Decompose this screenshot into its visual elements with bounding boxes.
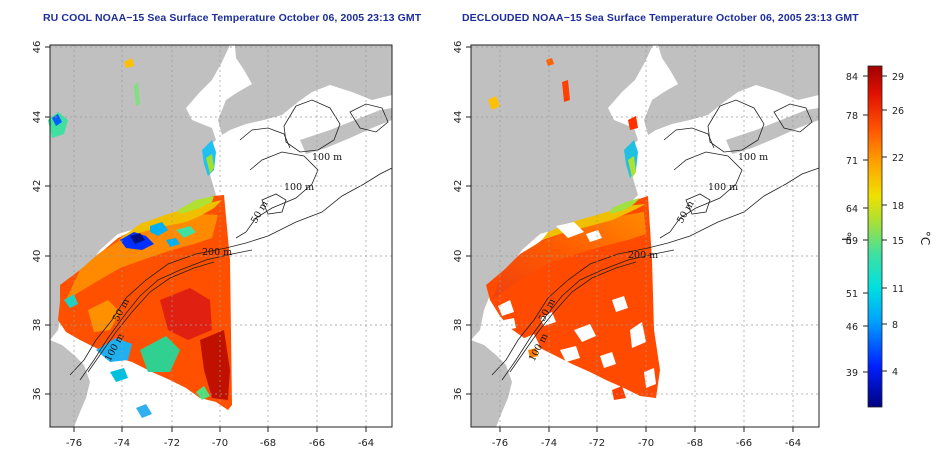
lon-axis-labels-left: -76 -74 -72 -70 -68 -66 -64 xyxy=(66,438,374,449)
celsius-labels: 29 26 22 18 15 11 8 4 xyxy=(892,72,904,378)
lon-tick-label: -74 xyxy=(541,438,557,449)
contour-label: 200 m xyxy=(202,247,232,258)
celsius-tick: 15 xyxy=(892,236,904,247)
left-map-panel: 100 m 100 m 50 m 200 m 50 m 100 m xyxy=(32,41,393,449)
contour-label: 100 m xyxy=(738,152,768,163)
fahrenheit-tick: 39 xyxy=(846,368,858,379)
celsius-tick: 18 xyxy=(892,201,904,212)
sst-coverage-right xyxy=(486,196,660,398)
lat-tick-label: 40 xyxy=(32,250,43,263)
land-maritimes-right xyxy=(644,45,819,135)
contour-label: 100 m xyxy=(312,152,342,163)
colorbar-gradient xyxy=(867,65,883,408)
contour-label: 100 m xyxy=(708,182,738,193)
fahrenheit-unit-label: °F xyxy=(839,232,853,245)
lat-tick-label: 46 xyxy=(453,41,464,54)
land-north-america-left xyxy=(50,45,230,340)
lon-tick-label: -72 xyxy=(589,438,605,449)
land-southern-coast-right xyxy=(471,340,512,427)
lon-tick-label: -64 xyxy=(785,438,801,449)
lat-tick-label: 42 xyxy=(453,180,464,193)
land-north-america-right xyxy=(471,45,653,340)
lat-axis-labels-left: 36 38 40 42 44 46 xyxy=(32,41,43,401)
lon-tick-label: -66 xyxy=(309,438,325,449)
temperature-colorbar: 84 78 71 64 59 51 46 39 29 26 22 18 15 1… xyxy=(839,65,932,408)
lat-tick-label: 38 xyxy=(453,319,464,332)
contour-label: 200 m xyxy=(628,250,658,261)
gridlines-right xyxy=(471,45,819,427)
lat-tick-label: 40 xyxy=(453,250,464,263)
lat-axis-labels-right: 36 38 40 42 44 46 xyxy=(453,41,464,401)
bathymetry-contours-right xyxy=(491,99,820,381)
lat-tick-label: 46 xyxy=(32,41,43,54)
celsius-tick: 26 xyxy=(892,106,904,117)
lon-tick-label: -74 xyxy=(114,438,130,449)
lon-tick-label: -76 xyxy=(66,438,82,449)
land-maritimes-left xyxy=(218,45,392,135)
lon-tick-label: -72 xyxy=(164,438,180,449)
fahrenheit-tick: 51 xyxy=(846,289,858,300)
fahrenheit-tick: 59 xyxy=(846,236,858,247)
left-map-title: RU COOL NOAA−15 Sea Surface Temperature … xyxy=(43,12,422,24)
sst-coverage-left xyxy=(58,195,232,410)
lat-tick-label: 44 xyxy=(32,111,43,124)
lat-tick-label: 36 xyxy=(453,388,464,401)
contour-label: 100 m xyxy=(284,182,314,193)
celsius-tick: 11 xyxy=(892,284,904,295)
lon-axis-labels-right: -76 -74 -72 -70 -68 -66 -64 xyxy=(492,438,801,449)
lat-tick-label: 44 xyxy=(453,111,464,124)
lon-tick-label: -76 xyxy=(492,438,508,449)
lon-tick-label: -66 xyxy=(736,438,752,449)
lon-tick-label: -68 xyxy=(260,438,276,449)
lon-tick-label: -70 xyxy=(638,438,654,449)
celsius-tick: 22 xyxy=(892,153,904,164)
land-nova-scotia-left xyxy=(300,108,392,154)
lon-tick-label: -70 xyxy=(212,438,228,449)
fahrenheit-tick: 71 xyxy=(846,156,858,167)
lat-tick-label: 42 xyxy=(32,180,43,193)
lat-tick-label: 38 xyxy=(32,319,43,332)
land-nova-scotia-right xyxy=(726,108,819,154)
fahrenheit-tick: 84 xyxy=(846,72,858,83)
fahrenheit-labels: 84 78 71 64 59 51 46 39 xyxy=(846,72,858,379)
gridlines-left xyxy=(50,45,392,427)
right-map-title: DECLOUDED NOAA−15 Sea Surface Temperatur… xyxy=(462,12,859,24)
celsius-tick: 29 xyxy=(892,72,904,83)
right-map-panel: 100 m 100 m 50 m 200 m 50 m 100 m xyxy=(453,41,820,449)
celsius-unit-label: °C xyxy=(918,231,932,245)
bathymetry-contours-left xyxy=(69,99,393,381)
fahrenheit-tick: 46 xyxy=(846,322,858,333)
fahrenheit-tick: 64 xyxy=(846,204,858,215)
lon-tick-label: -64 xyxy=(358,438,374,449)
land-southern-coast-left xyxy=(50,340,90,427)
celsius-tick: 4 xyxy=(892,367,898,378)
fahrenheit-tick: 78 xyxy=(846,111,858,122)
lon-tick-label: -68 xyxy=(687,438,703,449)
lat-tick-label: 36 xyxy=(32,388,43,401)
celsius-tick: 8 xyxy=(892,320,898,331)
